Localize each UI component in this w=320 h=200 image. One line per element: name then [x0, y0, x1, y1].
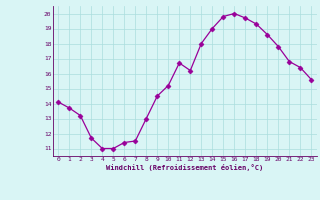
X-axis label: Windchill (Refroidissement éolien,°C): Windchill (Refroidissement éolien,°C) [106, 164, 263, 171]
